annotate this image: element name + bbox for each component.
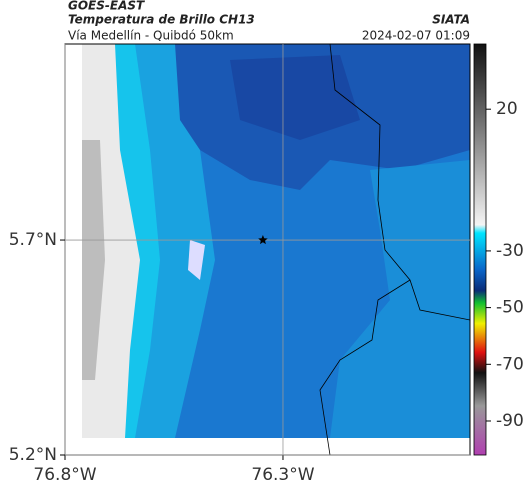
x-tick-label: 76.3°W <box>251 465 314 485</box>
colorbar-tick-label: 20 <box>496 99 518 119</box>
org: SIATA <box>432 13 470 27</box>
colorbar-tick-label: -30 <box>496 241 524 261</box>
colorbar-tick-label: -50 <box>496 298 524 318</box>
title: Temperatura de Brillo CH13 <box>68 13 255 27</box>
y-tick-label: 5.2°N <box>9 445 57 465</box>
x-tick-label: 76.8°W <box>33 465 96 485</box>
location-marker <box>258 235 268 245</box>
imagery <box>65 44 470 455</box>
colorbar <box>473 43 487 456</box>
timestamp: 2024-02-07 01:09 <box>362 29 470 43</box>
source: GOES-EAST <box>68 0 145 13</box>
y-tick-label: 5.7°N <box>9 230 57 250</box>
colorbar-tick-label: -90 <box>496 411 524 431</box>
colorbar-tick-label: -70 <box>496 354 524 374</box>
route: Vía Medellín - Quibdó 50km <box>68 29 234 43</box>
